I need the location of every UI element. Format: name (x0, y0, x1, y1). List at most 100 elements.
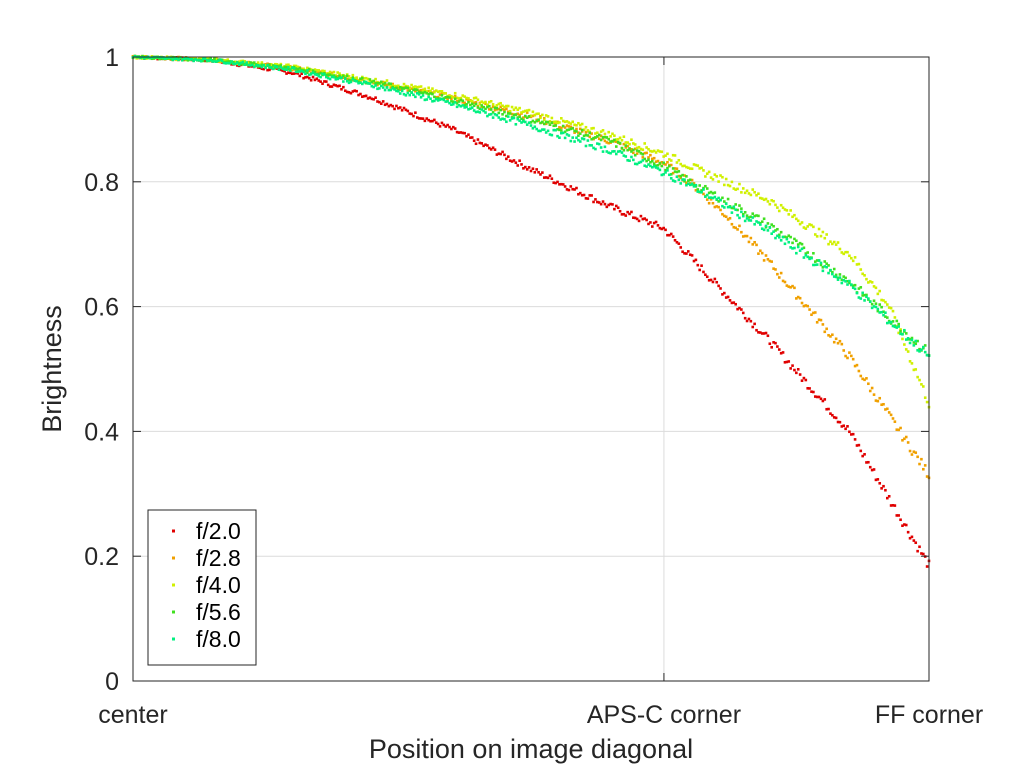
data-point (397, 84, 400, 88)
data-point (895, 319, 899, 323)
data-point (442, 98, 446, 102)
data-point (491, 116, 495, 119)
data-point (766, 222, 770, 225)
data-point (503, 117, 506, 121)
data-point (444, 100, 448, 103)
data-point (922, 345, 925, 349)
data-point (804, 304, 808, 307)
data-point (391, 84, 394, 87)
data-point (484, 143, 487, 146)
data-point (633, 162, 637, 166)
data-point (819, 263, 823, 267)
data-point (886, 496, 889, 500)
data-point (853, 438, 857, 441)
data-point (578, 127, 582, 131)
data-point (694, 163, 698, 167)
data-point (245, 61, 249, 64)
data-point (838, 273, 842, 276)
data-point (457, 131, 461, 134)
data-point (715, 197, 719, 201)
data-point (857, 287, 861, 290)
data-point (347, 75, 351, 78)
data-point (251, 63, 254, 67)
data-point (592, 126, 595, 130)
data-point (300, 69, 303, 73)
data-point (395, 86, 398, 90)
data-point (307, 73, 311, 77)
data-point (425, 98, 429, 101)
data-point (427, 89, 430, 93)
data-point (252, 61, 256, 64)
data-point (622, 135, 626, 138)
data-point (234, 60, 237, 64)
data-point (290, 72, 294, 76)
data-point (842, 278, 846, 282)
data-point (561, 119, 565, 123)
data-point (444, 95, 448, 99)
data-point (580, 130, 584, 133)
data-point (774, 341, 777, 345)
data-point (787, 234, 791, 238)
data-point (741, 212, 745, 216)
data-point (870, 281, 874, 284)
data-point (707, 191, 711, 195)
data-point (539, 116, 542, 120)
data-point (239, 62, 243, 66)
data-point (736, 187, 739, 191)
data-point (601, 200, 605, 203)
data-point (571, 187, 574, 191)
data-point (548, 123, 552, 126)
data-point (660, 173, 664, 177)
data-point (398, 92, 402, 95)
x-tick-label: FF corner (875, 701, 983, 729)
data-point (868, 465, 872, 469)
data-point (614, 204, 618, 208)
x-tick-label: center (98, 701, 167, 729)
data-point (861, 454, 864, 458)
data-point (552, 124, 556, 128)
data-point (569, 122, 573, 125)
data-point (842, 252, 846, 256)
data-point (362, 94, 366, 98)
data-point (372, 79, 375, 83)
data-point (832, 267, 836, 271)
data-point (745, 214, 749, 217)
data-point (704, 195, 707, 198)
data-point (656, 167, 660, 170)
data-point (918, 350, 921, 353)
data-point (719, 198, 722, 202)
data-point (285, 68, 288, 72)
data-point (679, 182, 683, 185)
data-point (211, 60, 214, 63)
data-point (228, 60, 231, 63)
data-point (501, 117, 504, 121)
data-point (476, 106, 480, 109)
data-point (785, 237, 789, 241)
data-point (239, 59, 243, 63)
data-point (757, 192, 760, 195)
data-point (851, 259, 855, 263)
data-point (609, 202, 612, 206)
data-point (834, 243, 838, 246)
data-point (804, 227, 808, 230)
data-point (668, 233, 671, 237)
data-point (448, 96, 451, 99)
data-point (459, 97, 463, 100)
data-point (633, 153, 637, 157)
data-point (800, 242, 804, 246)
data-point (669, 232, 673, 236)
data-point (472, 96, 476, 100)
data-point (287, 71, 290, 75)
data-point (825, 327, 828, 331)
data-point (717, 200, 720, 203)
data-point (605, 205, 609, 209)
data-point (249, 61, 252, 64)
data-point (832, 340, 836, 344)
data-point (304, 72, 307, 76)
data-point (573, 140, 576, 143)
data-point (550, 121, 554, 125)
data-point (747, 240, 751, 244)
data-point (743, 210, 747, 214)
data-point (563, 136, 567, 140)
data-point (785, 284, 789, 287)
